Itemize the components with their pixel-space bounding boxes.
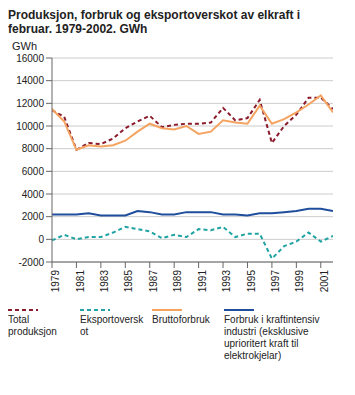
svg-text:1993: 1993 [221,270,232,293]
svg-text:1999: 1999 [294,270,305,293]
svg-text:1989: 1989 [172,270,183,293]
svg-text:8000: 8000 [22,143,45,154]
svg-text:1979: 1979 [50,270,61,293]
svg-text:2000: 2000 [22,211,45,222]
svg-text:1987: 1987 [148,270,159,293]
svg-text:14000: 14000 [16,75,44,86]
html-text:Eksportoverskot: Eksportoverskot [80,314,144,337]
svg-text:6000: 6000 [22,166,45,177]
html-text:Produksjon, forbruk og eksport: Produksjon, forbruk og eksportoverskot a… [8,8,301,36]
svg-text:1997: 1997 [270,270,281,293]
svg-text:2001: 2001 [319,270,330,293]
html-text:Total produksjon: Total produksjon [8,314,57,337]
svg-text:16000: 16000 [16,53,44,64]
html-text:Forbruk i kraftintensiv indust: Forbruk i kraftintensiv industri (eksklu… [224,314,320,361]
svg-text:1983: 1983 [99,270,110,293]
html-text:Bruttoforbruk: Bruttoforbruk [152,314,210,325]
svg-text:1985: 1985 [123,270,134,293]
svg-text:4000: 4000 [22,189,45,200]
svg-text:0: 0 [38,234,44,245]
svg-text:10000: 10000 [16,121,44,132]
html-text:GWh: GWh [12,40,38,52]
svg-text:-2000: -2000 [18,257,44,268]
svg-text:12000: 12000 [16,98,44,109]
svg-text:1981: 1981 [75,270,86,293]
svg-text:1991: 1991 [197,270,208,293]
svg-text:1995: 1995 [246,270,257,293]
